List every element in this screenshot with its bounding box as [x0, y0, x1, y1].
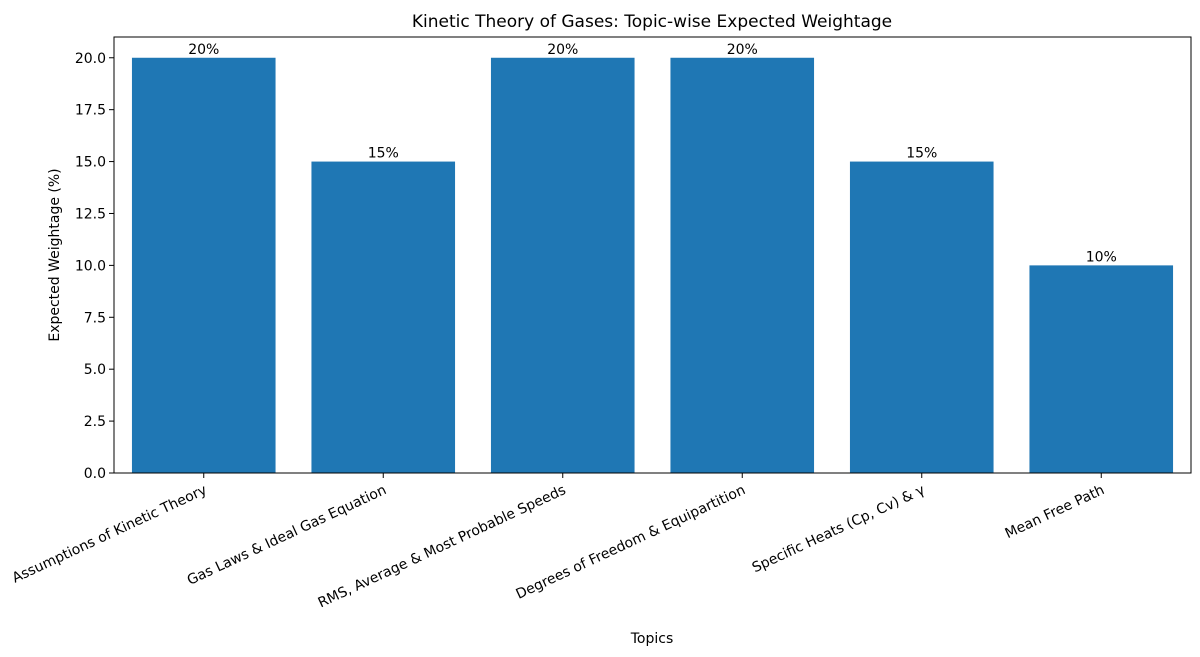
- y-axis-title: Expected Weightage (%): [47, 168, 63, 341]
- data-label: 20%: [188, 42, 219, 58]
- y-tick-label: 0.0: [84, 466, 106, 482]
- x-tick-label: Gas Laws & Ideal Gas Equation: [185, 482, 389, 589]
- data-label: 15%: [906, 146, 937, 162]
- y-tick-label: 12.5: [75, 206, 106, 222]
- x-tick-label: Specific Heats (Cp, Cv) & γ: [750, 482, 928, 576]
- data-label: 15%: [368, 146, 399, 162]
- data-label: 20%: [547, 42, 578, 58]
- y-tick-label: 7.5: [84, 310, 106, 326]
- x-tick-label: Mean Free Path: [1003, 482, 1107, 542]
- bar: [311, 161, 456, 474]
- bars-layer: 20% 15% 20% 20% 15% 10%: [131, 42, 1174, 474]
- y-tick-label: 5.0: [84, 362, 106, 378]
- plot-frame: [113, 36, 1192, 474]
- bar: [131, 57, 276, 474]
- y-tick-label: 2.5: [84, 414, 106, 430]
- bar: [670, 57, 815, 474]
- x-axis-title: Topics: [630, 631, 674, 647]
- bar: [1029, 265, 1174, 473]
- x-tick-label: Assumptions of Kinetic Theory: [10, 482, 210, 586]
- data-label: 10%: [1086, 249, 1117, 265]
- y-tick-label: 17.5: [75, 103, 106, 119]
- y-tick-label: 10.0: [75, 258, 106, 274]
- y-tick-label: 15.0: [75, 155, 106, 171]
- y-tick-label: 20.0: [75, 51, 106, 67]
- bar: [490, 57, 635, 474]
- bar: [849, 161, 994, 474]
- data-label: 20%: [727, 42, 758, 58]
- chart-title: Kinetic Theory of Gases: Topic-wise Expe…: [412, 12, 892, 32]
